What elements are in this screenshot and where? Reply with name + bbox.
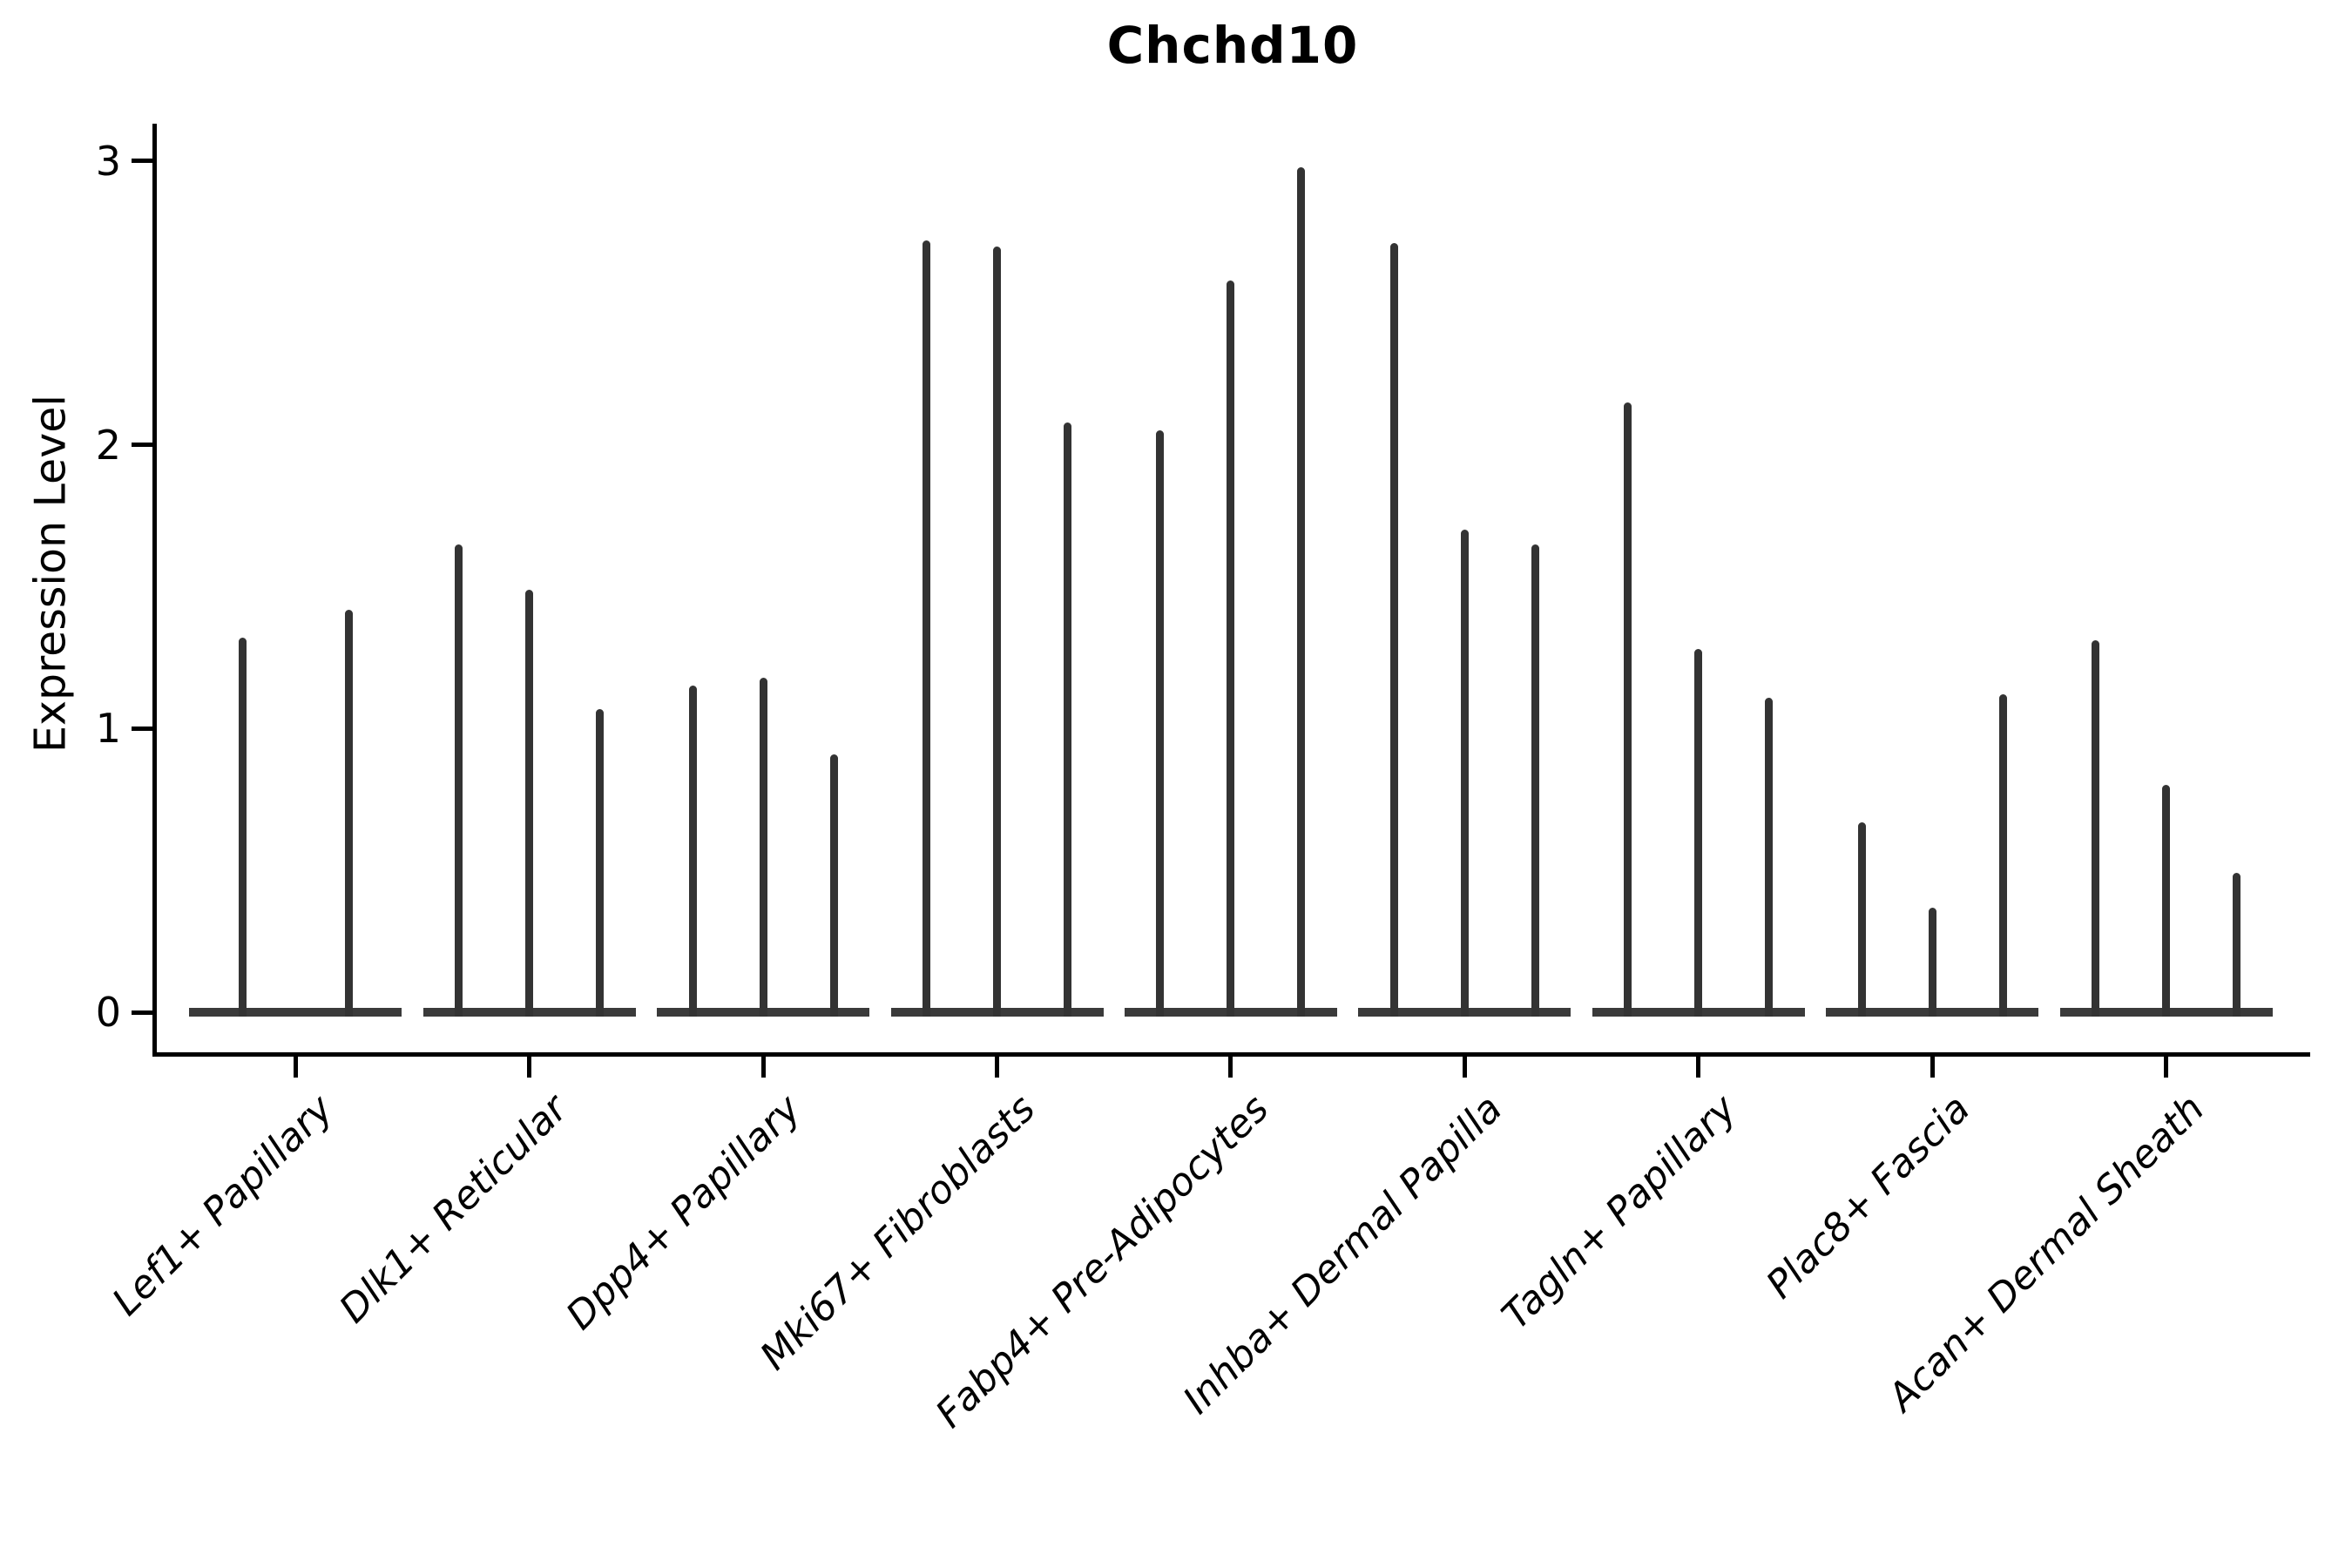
violin-7-1 [1624, 402, 1632, 1017]
violin-8-3 [1998, 694, 2007, 1017]
x-tick-mark [1930, 1057, 1935, 1078]
x-tick-label-5: Fabp4+ Pre-Adipocytes [927, 1086, 1278, 1437]
violin-5-1 [1156, 430, 1165, 1017]
violin-5-2 [1227, 280, 1235, 1017]
violin-1-2 [344, 609, 353, 1017]
x-tick-label-6: Inhba+ Dermal Papilla [1174, 1086, 1511, 1423]
x-tick-mark [1696, 1057, 1701, 1078]
x-tick-label-4: Mki67+ Fibroblasts [751, 1086, 1044, 1379]
violin-2-2 [525, 589, 534, 1017]
violin-9-2 [2162, 785, 2171, 1017]
x-tick-label-7: Tagln+ Papillary [1493, 1086, 1746, 1339]
x-tick-mark [995, 1057, 1000, 1078]
violin-9-1 [2092, 640, 2100, 1017]
x-tick-mark [527, 1057, 532, 1078]
y-tick-mark [132, 443, 152, 448]
violin-7-2 [1694, 649, 1703, 1017]
y-tick-mark [132, 1010, 152, 1015]
y-tick-label: 0 [95, 989, 121, 1036]
violin-4-2 [993, 246, 1002, 1017]
violin-baseline [189, 1008, 402, 1017]
x-tick-mark [1462, 1057, 1467, 1078]
y-tick-label: 1 [95, 705, 121, 753]
violin-3-1 [688, 686, 697, 1017]
y-tick-label: 2 [95, 421, 121, 469]
x-tick-label-9: Acan+ Dermal Sheath [1879, 1086, 2213, 1420]
violin-7-3 [1765, 697, 1774, 1017]
violin-6-1 [1389, 243, 1398, 1017]
x-tick-mark [293, 1057, 298, 1078]
x-tick-mark [760, 1057, 766, 1078]
violin-2-1 [455, 544, 463, 1017]
x-tick-mark [1228, 1057, 1233, 1078]
x-tick-label-8: Plac8+ Fascia [1758, 1086, 1979, 1308]
x-tick-label-2: Dlk1+ Reticular [330, 1086, 577, 1332]
violin-2-3 [596, 708, 605, 1017]
y-tick-label: 3 [95, 137, 121, 185]
y-tick-mark [132, 726, 152, 731]
violin-6-2 [1460, 530, 1469, 1017]
violin-5-3 [1297, 166, 1306, 1017]
violin-3-3 [829, 754, 838, 1017]
x-axis-spine [152, 1052, 2310, 1057]
violin-4-3 [1064, 422, 1072, 1017]
y-axis-label: Expression Level [25, 395, 76, 753]
violin-8-1 [1857, 821, 1866, 1017]
violin-4-1 [923, 240, 931, 1017]
x-tick-mark [2164, 1057, 2169, 1078]
x-tick-label-3: Dpp4+ Papillary [558, 1086, 810, 1339]
violin-3-2 [759, 677, 767, 1017]
y-tick-mark [132, 159, 152, 164]
violin-8-2 [1928, 907, 1936, 1017]
violin-9-3 [2233, 873, 2241, 1017]
plot-title: Chchd10 [1106, 16, 1359, 75]
y-axis-spine [152, 124, 157, 1057]
violin-6-3 [1531, 544, 1539, 1017]
violin-1-1 [238, 638, 247, 1017]
